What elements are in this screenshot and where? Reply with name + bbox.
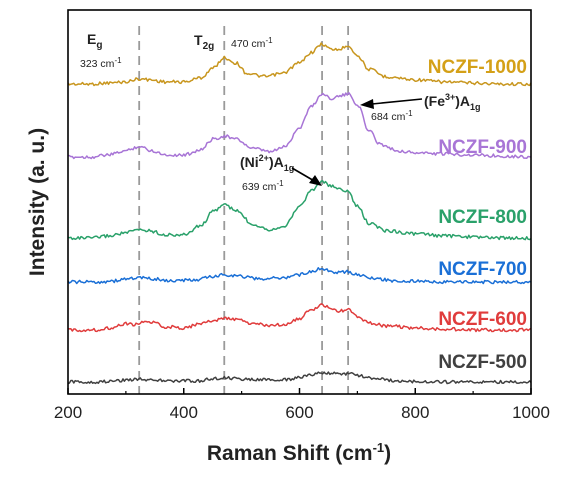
series-label-nczf-800: NCZF-800 (438, 207, 527, 228)
y-axis-label: Intensity (a. u.) (26, 128, 49, 276)
series-line-nczf-700 (67, 267, 532, 285)
x-tick-label: 200 (54, 403, 82, 422)
series-label-nczf-500: NCZF-500 (438, 352, 527, 373)
fe-value-text: 684 cm (371, 111, 406, 123)
x-axis-label-sup: -1 (373, 440, 385, 455)
series-labels: NCZF-1000 NCZF-900 NCZF-800 NCZF-700 NCZF-60… (428, 57, 527, 373)
fe-arrow-head (360, 99, 374, 109)
series-line-nczf-900 (67, 91, 532, 160)
fe-arrow-line (371, 98, 423, 105)
x-tick-label: 1000 (512, 403, 550, 422)
fe-prefix: (Fe (424, 93, 445, 109)
fe-mid: )A (455, 93, 470, 109)
x-tick-label: 400 (170, 403, 198, 422)
reference-lines (138, 26, 350, 394)
x-axis-label-close: ) (384, 442, 391, 465)
series-label-nczf-700: NCZF-700 (438, 259, 527, 280)
x-tick-label: 800 (401, 403, 429, 422)
eg-main: E (87, 31, 96, 47)
ni-sup: 2+ (259, 153, 269, 163)
x-tick-label: 600 (285, 403, 313, 422)
fe-sup: 3+ (445, 92, 455, 102)
series-label-nczf-1000: NCZF-1000 (428, 57, 527, 78)
ni-value-text: 639 cm (242, 181, 277, 193)
ni-value-sup: -1 (276, 179, 284, 188)
series-label-nczf-900: NCZF-900 (438, 137, 527, 158)
t2g-value: 470 cm-1 (231, 36, 273, 50)
t2g-value-text: 470 cm (231, 38, 266, 50)
x-axis-ticks: 200 400 600 800 1000 (54, 388, 550, 422)
series-line-nczf-600 (67, 303, 532, 333)
eg-annotation: Eg (87, 31, 102, 51)
eg-sub: g (96, 40, 102, 51)
ni-annotation: (Ni2+)A1g (240, 153, 294, 173)
series-line-nczf-500 (67, 371, 532, 385)
t2g-value-sup: -1 (265, 36, 273, 45)
ni-prefix: (Ni (240, 154, 259, 170)
series-lines (67, 42, 532, 385)
ni-arrow-head (309, 175, 322, 186)
ni-sub: 1g (284, 163, 295, 173)
eg-value: 323 cm-1 (80, 56, 122, 70)
eg-value-sup: -1 (114, 56, 122, 65)
fe-value: 684 cm-1 (371, 109, 413, 123)
ni-mid: )A (269, 154, 284, 170)
series-label-nczf-600: NCZF-600 (438, 309, 527, 330)
t2g-annotation: T2g (194, 32, 214, 52)
t2g-main: T (194, 32, 203, 48)
series-line-nczf-1000 (67, 42, 532, 87)
t2g-sub: 2g (203, 41, 215, 52)
x-axis-label-text: Raman Shift (cm (207, 442, 373, 465)
fe-sub: 1g (470, 102, 481, 112)
eg-value-text: 323 cm (80, 58, 115, 70)
x-axis-label: Raman Shift (cm-1) (207, 440, 391, 465)
series-line-nczf-800 (67, 180, 532, 241)
fe-annotation: (Fe3+)A1g (424, 92, 481, 112)
fe-value-sup: -1 (405, 109, 413, 118)
ni-value: 639 cm-1 (242, 179, 284, 193)
